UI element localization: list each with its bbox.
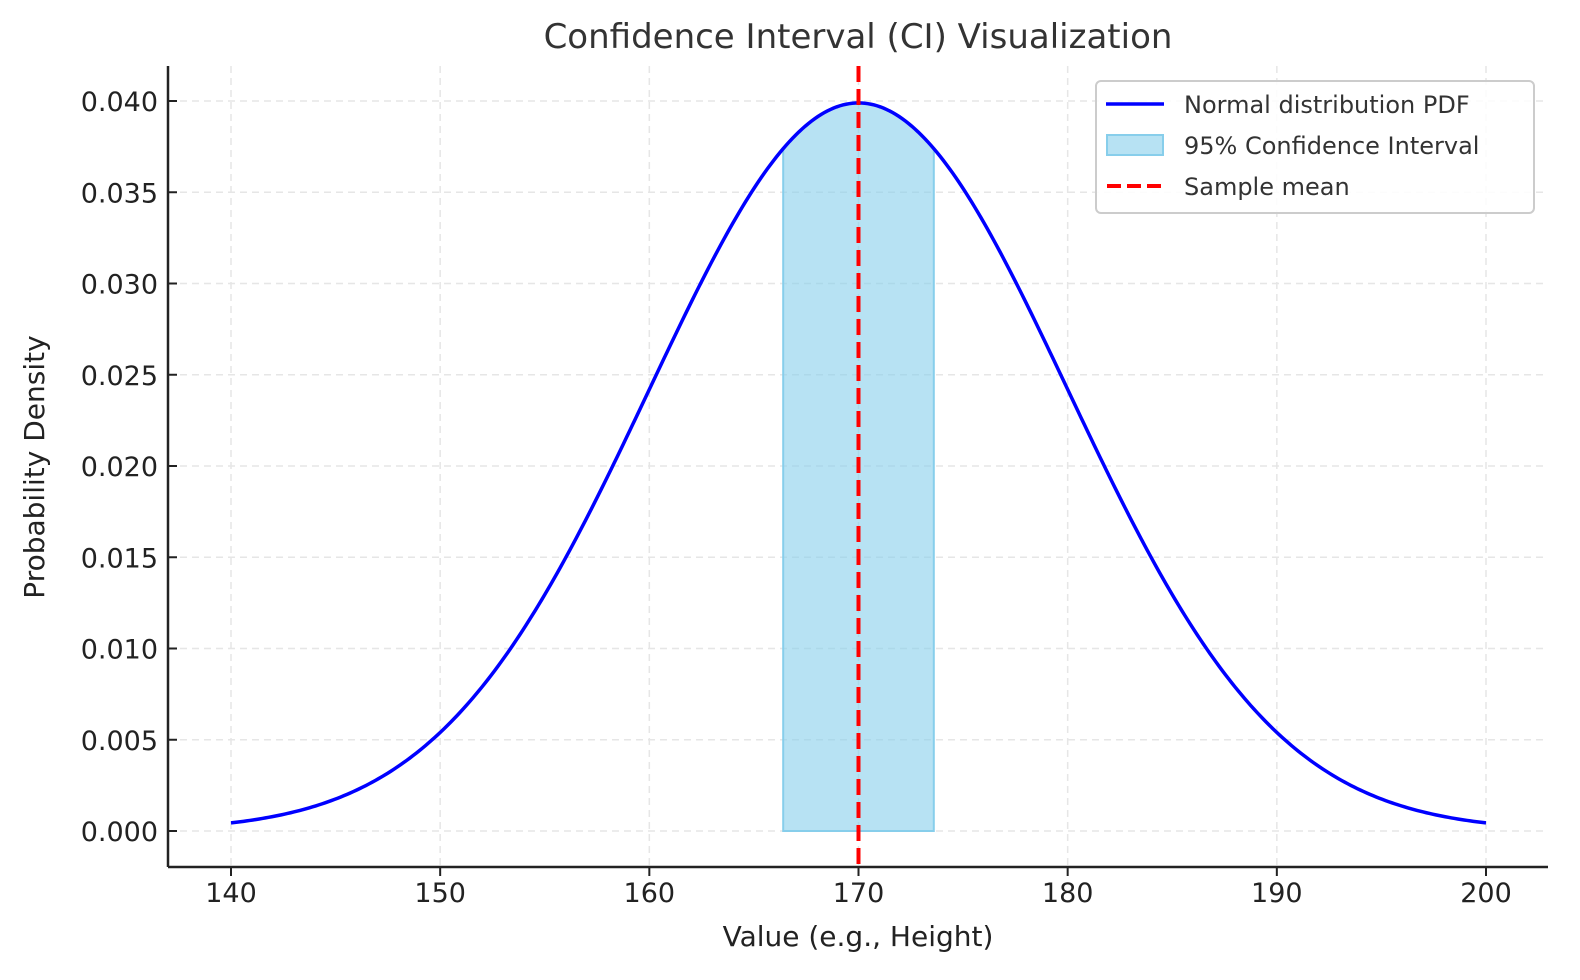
y-tick-label: 0.025 — [81, 361, 158, 392]
y-tick-label: 0.015 — [81, 543, 158, 574]
x-tick-label: 190 — [1251, 878, 1303, 909]
legend-pdf-label: Normal distribution PDF — [1184, 91, 1470, 119]
x-tick-label: 150 — [414, 878, 466, 909]
x-tick-label: 180 — [1042, 878, 1094, 909]
y-axis-title: Probability Density — [18, 335, 51, 598]
legend-mean-label: Sample mean — [1184, 173, 1350, 201]
y-tick-label: 0.010 — [81, 635, 158, 666]
chart-title: Confidence Interval (CI) Visualization — [544, 17, 1173, 57]
legend-frame — [1095, 80, 1535, 214]
x-tick-label: 140 — [205, 878, 257, 909]
legend: Normal distribution PDF 95% Confidence I… — [1095, 80, 1535, 214]
x-tick-label: 170 — [833, 878, 885, 909]
y-tick-label: 0.035 — [81, 178, 158, 209]
y-tick-label: 0.020 — [81, 452, 158, 483]
legend-ci-swatch — [1106, 134, 1164, 156]
x-tick-label: 200 — [1460, 878, 1512, 909]
x-axis-title: Value (e.g., Height) — [723, 920, 994, 953]
y-tick-label: 0.030 — [81, 270, 158, 301]
y-tick-label: 0.000 — [81, 817, 158, 848]
y-tick-label: 0.005 — [81, 726, 158, 757]
y-tick-label: 0.040 — [81, 87, 158, 118]
axes: 140 150 160 170 180 190 200 0.000 0.005 0.010 0.01… — [81, 66, 1548, 909]
x-tick-label: 160 — [624, 878, 676, 909]
legend-ci-label: 95% Confidence Interval — [1184, 132, 1479, 160]
